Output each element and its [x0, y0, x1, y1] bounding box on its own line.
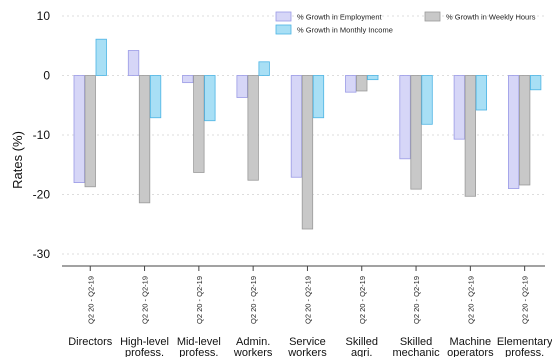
period-label: Q2 20 - Q2-19: [86, 276, 95, 324]
category-label: operators: [447, 347, 494, 357]
category-label: profess.: [179, 347, 218, 357]
bar: [236, 75, 248, 98]
bar-marks: [73, 38, 542, 230]
bar: [312, 75, 325, 119]
y-tick-label: -20: [33, 188, 51, 202]
bar: [410, 75, 422, 190]
category-label: High-level: [120, 336, 169, 348]
bar: [95, 38, 107, 76]
bar: [301, 75, 314, 230]
bar: [149, 75, 162, 119]
y-tick-label: -30: [33, 247, 51, 261]
bar: [399, 75, 411, 160]
period-label: Q2 20 - Q2-19: [195, 276, 204, 324]
period-label: Q2 20 - Q2-19: [141, 276, 150, 324]
legend: % Growth in Employment % Growth in Monthl…: [275, 11, 536, 35]
legend-swatch: [424, 11, 441, 22]
category-label: agri.: [351, 347, 372, 357]
bar: [182, 75, 194, 84]
bar: [464, 75, 477, 197]
period-label: Q2 20 - Q2-19: [249, 276, 258, 324]
bar: [475, 75, 488, 111]
bar: [138, 75, 151, 204]
category-label: Service: [289, 336, 326, 348]
bar: [519, 75, 531, 186]
category-label: mechanic: [393, 347, 441, 357]
bar: [247, 75, 259, 181]
category-label: workers: [287, 347, 327, 357]
category-label: workers: [233, 347, 273, 357]
category-label: Skilled: [400, 336, 432, 348]
bar: [356, 75, 368, 92]
bar: [507, 75, 520, 189]
bar: [290, 75, 303, 178]
category-label: Elementary: [497, 336, 552, 348]
category-label: Directors: [68, 336, 113, 348]
category-label: profess.: [125, 347, 164, 357]
bar: [453, 75, 466, 140]
bar: [73, 75, 85, 183]
category-label: Mid-level: [177, 336, 221, 348]
legend-label: % Growth in Weekly Hours: [446, 13, 536, 22]
bar: [127, 50, 140, 76]
category-label: profess.: [505, 347, 544, 357]
category-label: Skilled: [346, 336, 378, 348]
y-axis: 10 0 -10 -20 -30: [33, 9, 51, 261]
y-tick-label: -10: [33, 128, 51, 142]
period-label: Q2 20 - Q2-19: [303, 276, 312, 324]
bar: [193, 75, 205, 173]
bar: [258, 61, 270, 76]
legend-swatch: [275, 24, 292, 35]
legend-label: % Growth in Employment: [297, 13, 383, 22]
legend-label: % Growth in Monthly Income: [297, 26, 393, 35]
period-label: Q2 20 - Q2-19: [412, 276, 421, 324]
y-tick-label: 0: [43, 69, 50, 83]
period-label: Q2 20 - Q2-19: [466, 276, 475, 324]
y-axis-title: Rates (%): [10, 131, 25, 189]
period-label: Q2 20 - Q2-19: [521, 276, 530, 324]
bar: [421, 75, 433, 125]
x-axis: Q2 20 - Q2-19 Directors Q2 20 - Q2-19 High-…: [62, 265, 552, 357]
category-label: Admin.: [236, 336, 270, 348]
bar: [204, 75, 216, 122]
legend-swatch: [275, 11, 292, 22]
bar: [530, 75, 542, 91]
bar: [345, 75, 357, 93]
bar: [84, 75, 96, 188]
bar: [367, 75, 379, 81]
category-label: Machine: [450, 336, 492, 348]
period-label: Q2 20 - Q2-19: [358, 276, 367, 324]
y-tick-label: 10: [37, 9, 51, 23]
